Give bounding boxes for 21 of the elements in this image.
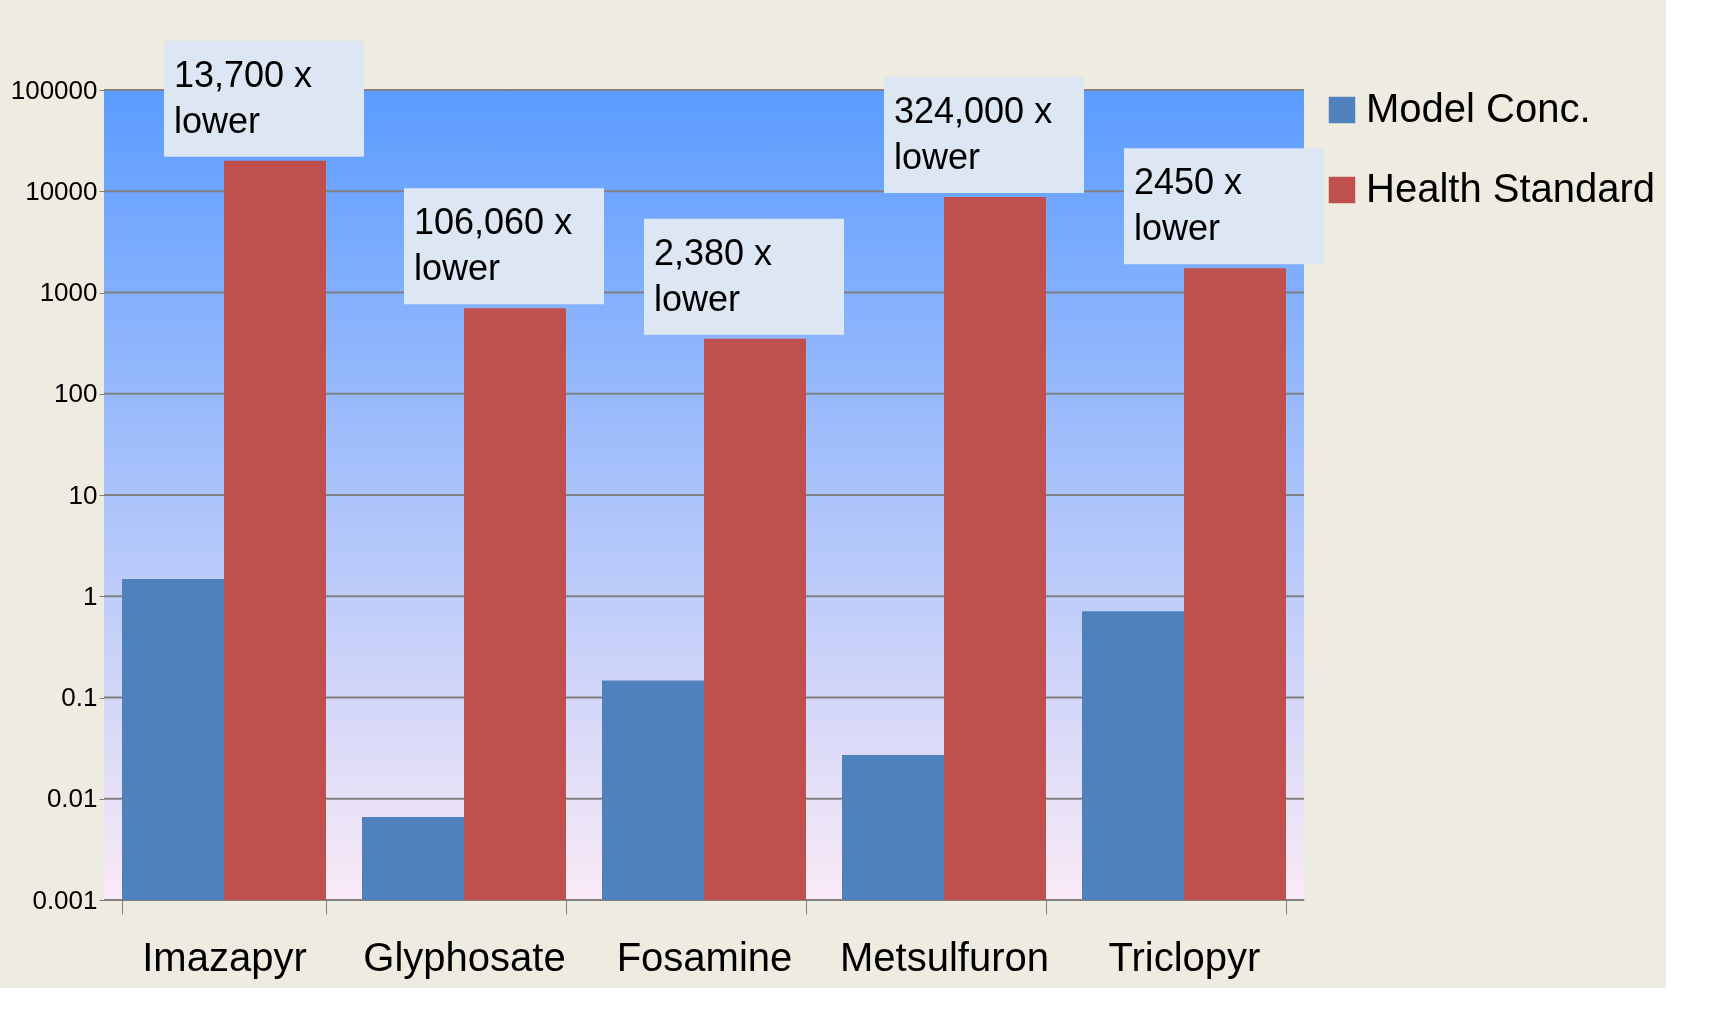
x-tick-label: Fosamine bbox=[616, 934, 793, 979]
x-tick-label: Imazapyr bbox=[142, 934, 307, 979]
legend-label: Model Conc. bbox=[1366, 86, 1591, 130]
y-tick-label: 1000 bbox=[39, 277, 98, 307]
y-tick-label: 100 bbox=[54, 378, 98, 409]
annotation: 2,380 x lower bbox=[654, 231, 773, 319]
y-tick-label: 1 bbox=[83, 580, 98, 611]
y-tick-label: 0.001 bbox=[32, 884, 98, 915]
annotation: 13,700 x lower bbox=[174, 53, 313, 141]
y-tick-label: 100000 bbox=[10, 74, 98, 105]
y-tick-label: 10 bbox=[68, 479, 98, 510]
annotation: 106,060 x lower bbox=[414, 201, 573, 289]
x-tick-label: Glyphosate bbox=[363, 934, 566, 979]
y-tick-label: 10000 bbox=[25, 175, 98, 206]
legend-label: Health Standard bbox=[1366, 166, 1656, 210]
annotation: 2450 x lower bbox=[1134, 161, 1243, 249]
annotation: 324,000 x lower bbox=[894, 90, 1053, 178]
x-tick-label: Triclopyr bbox=[1108, 934, 1261, 979]
y-tick-label: 0.01 bbox=[46, 783, 98, 814]
x-tick-label: Metsulfuron bbox=[840, 934, 1049, 979]
y-tick-label: 0.1 bbox=[61, 682, 98, 712]
